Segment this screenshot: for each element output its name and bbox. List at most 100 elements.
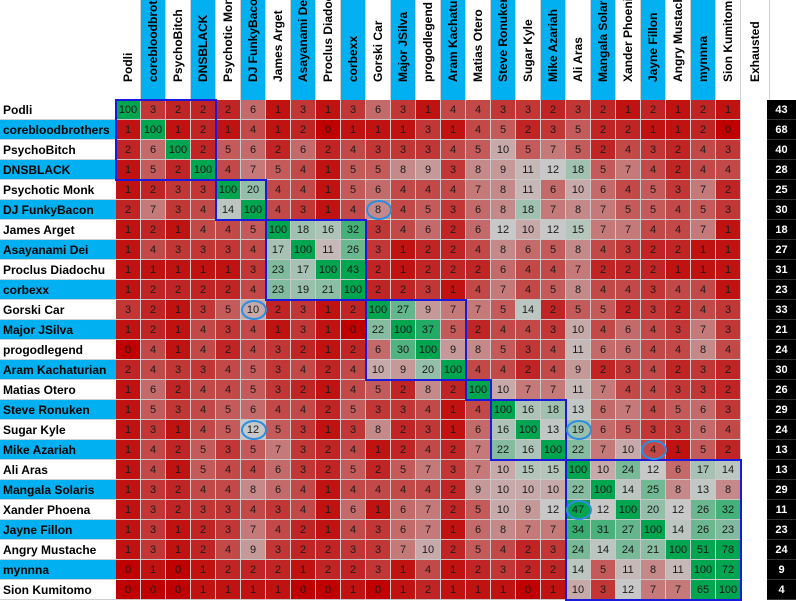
- heatmap-cell: 2: [166, 100, 191, 120]
- heatmap-cell: 10: [491, 460, 516, 480]
- heatmap-cell: 100: [141, 120, 166, 140]
- heatmap-cell: 9: [566, 360, 591, 380]
- heatmap-cell: 17: [691, 460, 716, 480]
- column-header: progodlegend: [416, 0, 441, 100]
- row-header: Podli: [0, 100, 116, 120]
- heatmap-cell: 3: [191, 240, 216, 260]
- heatmap-cell: 2: [316, 460, 341, 480]
- heatmap-cell: 2: [441, 480, 466, 500]
- heatmap-cell: 5: [616, 200, 641, 220]
- heatmap-cell: 4: [466, 100, 491, 120]
- heatmap-cell: 3: [366, 520, 391, 540]
- heatmap-cell: 32: [716, 500, 741, 520]
- heatmap-cell: 5: [241, 360, 266, 380]
- exhausted-cell: 24: [767, 420, 796, 440]
- heatmap-cell: 2: [441, 540, 466, 560]
- heatmap-cell: 2: [691, 100, 716, 120]
- heatmap-cell: 3: [391, 100, 416, 120]
- heatmap-cell: 5: [591, 300, 616, 320]
- heatmap-cell: 5: [341, 460, 366, 480]
- heatmap-cell: 8: [241, 480, 266, 500]
- heatmap-cell: 10: [566, 580, 591, 600]
- heatmap-cell: 3: [716, 140, 741, 160]
- heatmap-cell: 12: [491, 220, 516, 240]
- heatmap-cell: 3: [716, 400, 741, 420]
- heatmap-cell: 2: [666, 240, 691, 260]
- heatmap-cell: 2: [166, 480, 191, 500]
- heatmap-cell: 2: [316, 560, 341, 580]
- heatmap-cell: 9: [416, 300, 441, 320]
- heatmap-cell: 37: [416, 320, 441, 340]
- heatmap-cell: 2: [141, 300, 166, 320]
- heatmap-cell: 11: [316, 240, 341, 260]
- heatmap-cell: 4: [191, 420, 216, 440]
- heatmap-cell: 1: [166, 340, 191, 360]
- row-header: Jayne Fillon: [0, 520, 116, 540]
- heatmap-cell: 4: [516, 280, 541, 300]
- heatmap-cell: 7: [591, 220, 616, 240]
- heatmap-cell: 1: [316, 380, 341, 400]
- heatmap-cell: 100: [391, 320, 416, 340]
- row-header: Matias Otero: [0, 380, 116, 400]
- heatmap-cell: 2: [141, 180, 166, 200]
- heatmap-cell: 9: [516, 500, 541, 520]
- heatmap-cell: 2: [716, 440, 741, 460]
- heatmap-cell: 3: [541, 320, 566, 340]
- heatmap-cell: 6: [391, 500, 416, 520]
- heatmap-cell: 2: [191, 280, 216, 300]
- heatmap-cell: 4: [341, 440, 366, 460]
- heatmap-cell: 3: [216, 520, 241, 540]
- heatmap-cell: 3: [141, 480, 166, 500]
- exhausted-cell: 9: [767, 560, 796, 580]
- heatmap-cell: 3: [216, 320, 241, 340]
- column-header: Sugar Kyle: [516, 0, 541, 100]
- heatmap-cell: 2: [541, 100, 566, 120]
- column-header: Steve Ronuken: [491, 0, 516, 100]
- heatmap-cell: 4: [591, 320, 616, 340]
- heatmap-cell: 2: [316, 540, 341, 560]
- heatmap-cell: 4: [591, 240, 616, 260]
- heatmap-cell: 13: [541, 420, 566, 440]
- heatmap-cell: 12: [666, 500, 691, 520]
- heatmap-cell: 3: [641, 300, 666, 320]
- heatmap-cell: 4: [691, 160, 716, 180]
- heatmap-cell: 6: [591, 340, 616, 360]
- heatmap-cell: 15: [516, 460, 541, 480]
- heatmap-cell: 7: [591, 440, 616, 460]
- heatmap-cell: 5: [341, 160, 366, 180]
- heatmap-cell: 100: [166, 140, 191, 160]
- heatmap-cell: 1: [316, 180, 341, 200]
- heatmap-cell: 4: [266, 520, 291, 540]
- heatmap-cell: 3: [291, 300, 316, 320]
- heatmap-cell: 2: [266, 560, 291, 580]
- heatmap-cell: 14: [591, 540, 616, 560]
- exhausted-cell: 43: [767, 100, 796, 120]
- row-header: Xander Phoena: [0, 500, 116, 520]
- heatmap-cell: 4: [616, 380, 641, 400]
- heatmap-cell: 5: [216, 400, 241, 420]
- heatmap-cell: 100: [441, 360, 466, 380]
- heatmap-cell: 6: [341, 500, 366, 520]
- heatmap-cell: 2: [466, 560, 491, 580]
- heatmap-cell: 21: [641, 540, 666, 560]
- heatmap-cell: 3: [641, 280, 666, 300]
- heatmap-cell: 18: [516, 200, 541, 220]
- heatmap-cell: 4: [416, 480, 441, 500]
- heatmap-cell: 2: [266, 140, 291, 160]
- heatmap-cell: 1: [266, 320, 291, 340]
- heatmap-cell: 4: [516, 320, 541, 340]
- column-header: Asayanami Dei: [291, 0, 316, 100]
- heatmap-cell: 0: [116, 340, 141, 360]
- heatmap-cell: 8: [491, 180, 516, 200]
- heatmap-cell: 3: [366, 140, 391, 160]
- heatmap-cell: 7: [391, 540, 416, 560]
- heatmap-cell: 1: [716, 260, 741, 280]
- heatmap-cell: 1: [266, 120, 291, 140]
- heatmap-cell: 3: [416, 420, 441, 440]
- column-header-label: Angry Mustache: [671, 0, 685, 82]
- heatmap-cell: 0: [366, 580, 391, 600]
- column-header-label: Sugar Kyle: [521, 19, 535, 82]
- heatmap-cell: 1: [716, 100, 741, 120]
- heatmap-cell: 6: [466, 420, 491, 440]
- row-header: Mike Azariah: [0, 440, 116, 460]
